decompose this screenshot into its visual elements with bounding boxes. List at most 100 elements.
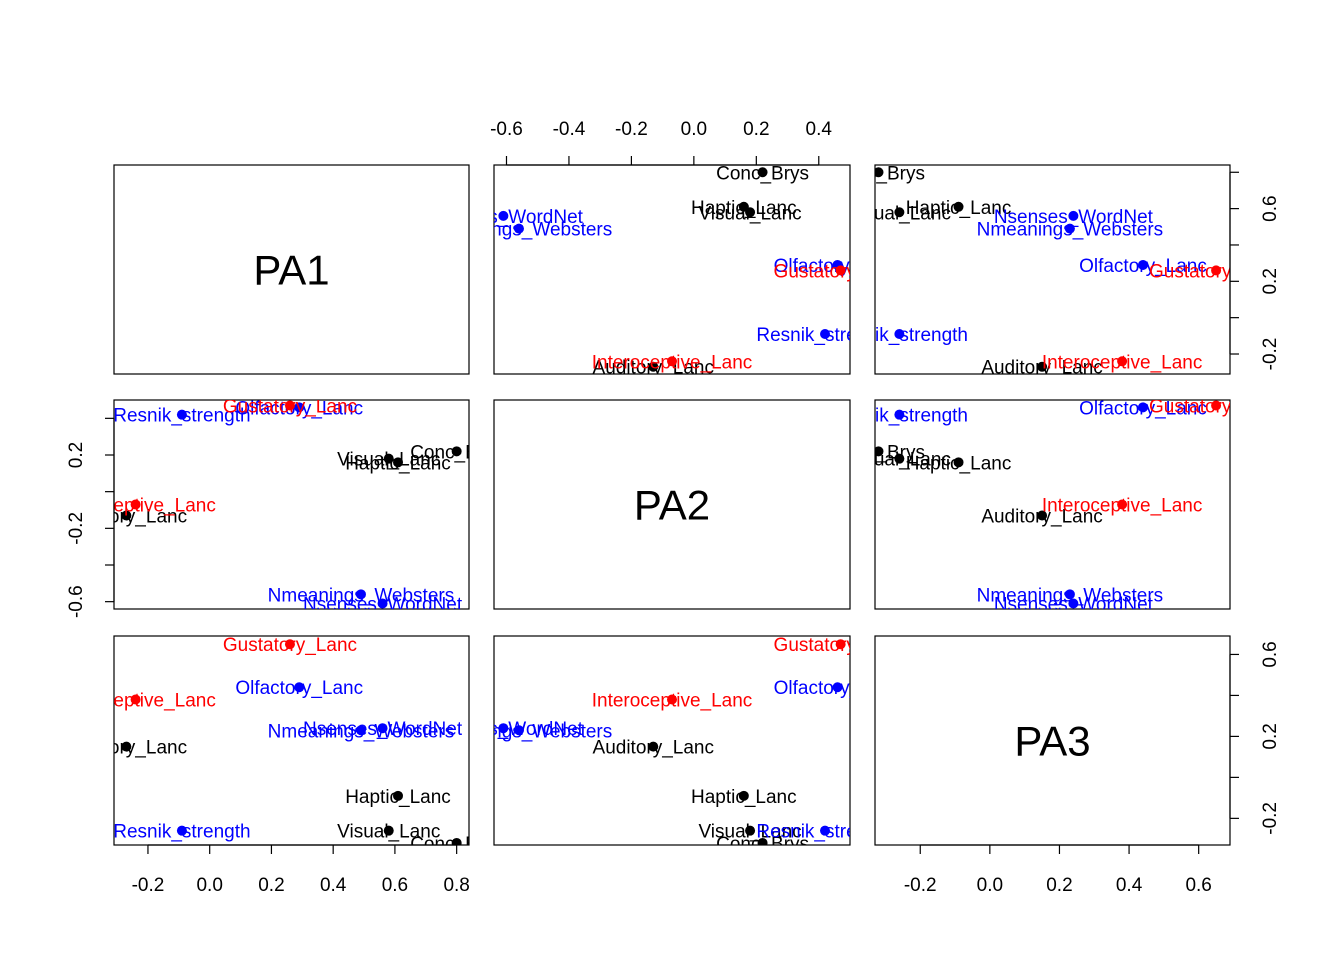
point-Gustatory_Lanc: [835, 639, 846, 650]
x-axis-PA1-bottom: -0.2 0.0 0.2 0.4 0.6 0.8: [132, 844, 470, 896]
point-label-Haptic_Lanc: Haptic_Lanc: [345, 453, 451, 474]
point-label-Resnik_strength: Resnik_strength: [756, 325, 893, 346]
panel-PA2-PA2: PA2: [493, 399, 851, 610]
point-label-Nmeanings_Websters: Nmeanings_Websters: [426, 220, 613, 241]
tick-label: 0.4: [806, 119, 833, 140]
point-label-Haptic_Lanc: Haptic_Lanc: [906, 198, 1012, 219]
point-Conc_Brys: [875, 167, 884, 178]
tick-label: -0.2: [615, 119, 648, 140]
y-axis-PA3-right: -0.2 0.2 0.6: [1229, 641, 1281, 835]
tick-label: -0.2: [1260, 802, 1281, 835]
tick-label: 0.8: [443, 875, 469, 896]
panel-points: Conc_BrysHaptic_LancVisual_LancAuditory_…: [426, 163, 902, 374]
point-Nmeanings_Websters: [513, 223, 524, 234]
point-label-Gustatory_Lanc: Gustatory_Lanc: [1149, 397, 1283, 418]
point-label-Nsenses_WordNet: Nsenses_WordNet: [303, 719, 463, 740]
point-label-Conc_Brys: Conc_Brys: [410, 442, 503, 463]
point-label-Nmeanings_Websters: Nmeanings_Websters: [268, 585, 455, 606]
point-label-Gustatory_Lanc: Gustatory_Lanc: [774, 635, 908, 656]
point-Nmeanings_Websters: [1064, 589, 1075, 600]
point-Visual_Lanc: [745, 825, 756, 836]
point-label-Visual_Lanc: Visual_Lanc: [698, 822, 801, 843]
panel-points: Conc_BrysHaptic_LancVisual_LancAuditory_…: [114, 635, 503, 855]
point-label-Interoceptive_Lanc: Interoceptive_Lanc: [55, 496, 216, 517]
point-Interoceptive_Lanc: [1117, 499, 1128, 510]
point-Gustatory_Lanc: [835, 265, 846, 276]
panel-PA3-PA2: Conc_Brys Haptic_Lanc Visual_Lanc Auditory_…: [493, 635, 908, 855]
tick-label: 0.0: [196, 875, 222, 896]
point-label-Resnik_strength: Resnik_strength: [756, 822, 893, 843]
point-label-Interoceptive_Lanc: Interoceptive_Lanc: [1042, 352, 1203, 373]
point-label-Olfactory_Lanc: Olfactory_Lanc: [1079, 256, 1207, 277]
point-Nsenses_WordNet: [377, 598, 388, 609]
tick-label: -0.2: [66, 512, 87, 545]
tick-label: -0.2: [904, 875, 937, 896]
point-label-Olfactory_Lanc: Olfactory_Lanc: [774, 256, 902, 277]
tick-label: 0.6: [382, 875, 408, 896]
diagonal-label-PA2: PA2: [634, 482, 710, 529]
point-label-Nmeanings_Websters: Nmeanings_Websters: [977, 220, 1164, 241]
x-axis-PA3-bottom: -0.2 0.0 0.2 0.4 0.6: [904, 844, 1212, 896]
tick-label: -0.2: [132, 875, 165, 896]
point-Nsenses_WordNet: [377, 723, 388, 734]
point-Interoceptive_Lanc: [667, 694, 677, 705]
point-label-Haptic_Lanc: Haptic_Lanc: [691, 787, 797, 808]
point-Gustatory_Lanc: [1211, 400, 1222, 411]
point-Interoceptive_Lanc: [130, 499, 141, 510]
point-Conc_Brys: [451, 837, 462, 845]
tick-label: 0.4: [1116, 875, 1143, 896]
y-axis-PA2-left: -0.6 -0.2 0.2: [66, 417, 115, 618]
point-label-Visual_Lanc: Visual_Lanc: [848, 450, 951, 471]
point-Conc_Brys: [757, 167, 768, 178]
point-Olfactory_Lanc: [1137, 402, 1148, 413]
point-Gustatory_Lanc: [284, 639, 295, 650]
tick-label: 0.0: [977, 875, 1003, 896]
diagonal-label-PA3: PA3: [1014, 718, 1090, 765]
point-Auditory_Lanc: [648, 741, 659, 752]
point-label-Visual_Lanc: Visual_Lanc: [337, 450, 440, 471]
y-axis-PA1-right: -0.2 0.2 0.6: [1229, 171, 1281, 370]
tick-label: 0.0: [681, 119, 707, 140]
point-label-Interoceptive_Lanc: Interoceptive_Lanc: [592, 352, 753, 373]
panel-PA3-PA3: PA3: [874, 635, 1231, 846]
point-label-Conc_Brys: Conc_Brys: [716, 834, 809, 855]
point-Interoceptive_Lanc: [1117, 356, 1128, 367]
panel-points: Conc_BrysHaptic_LancVisual_LancAuditory_…: [831, 397, 1283, 609]
point-Interoceptive_Lanc: [667, 356, 677, 367]
panel-frame: [113, 164, 470, 375]
point-label-Interoceptive_Lanc: Interoceptive_Lanc: [1042, 496, 1203, 517]
point-Nsenses_WordNet: [498, 723, 509, 734]
tick-label: 0.2: [743, 119, 769, 140]
point-label-Conc_Brys: Conc_Brys: [716, 163, 809, 184]
point-Nsenses_WordNet: [1068, 598, 1079, 609]
point-label-Nmeanings_Websters: Nmeanings_Websters: [268, 721, 455, 742]
point-Visual_Lanc: [383, 825, 394, 836]
point-Nmeanings_Websters: [513, 725, 524, 736]
point-Haptic_Lanc: [393, 457, 403, 468]
point-Nmeanings_Websters: [1064, 223, 1075, 234]
point-label-Conc_Brys: Conc_Brys: [410, 834, 503, 855]
point-Auditory_Lanc: [1037, 510, 1048, 521]
point-Resnik_strength: [894, 409, 905, 420]
tick-label: 0.6: [1185, 875, 1211, 896]
point-label-Gustatory_Lanc: Gustatory_Lanc: [223, 635, 357, 656]
point-label-Auditory_Lanc: Auditory_Lanc: [981, 507, 1102, 528]
point-Auditory_Lanc: [648, 361, 659, 372]
point-label-Resnik_strength: Resnik_strength: [831, 406, 968, 427]
panel-frame: [874, 399, 1231, 610]
point-label-Conc_Brys: Conc_Brys: [832, 163, 925, 184]
point-label-Visual_Lanc: Visual_Lanc: [848, 203, 951, 224]
tick-label: -0.4: [553, 119, 586, 140]
point-label-Resnik_strength: Resnik_strength: [113, 406, 250, 427]
tick-label: -0.6: [66, 585, 87, 618]
point-label-Gustatory_Lanc: Gustatory_Lanc: [1149, 261, 1283, 282]
point-label-Resnik_strength: Resnik_strength: [831, 325, 968, 346]
tick-label: 0.2: [258, 875, 284, 896]
point-Olfactory_Lanc: [294, 682, 305, 693]
point-Auditory_Lanc: [1037, 361, 1048, 372]
point-Nsenses_WordNet: [498, 210, 509, 221]
point-label-Olfactory_Lanc: Olfactory_Lanc: [235, 398, 363, 419]
point-label-Auditory_Lanc: Auditory_Lanc: [981, 358, 1102, 379]
